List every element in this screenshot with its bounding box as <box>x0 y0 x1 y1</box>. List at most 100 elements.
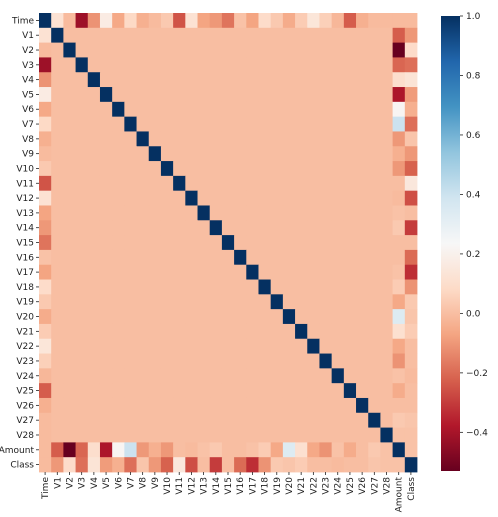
heatmap-cell-Time-V8 <box>136 13 150 29</box>
heatmap-cell-V3-V15 <box>221 57 235 73</box>
heatmap-cell-V15-V4 <box>87 235 101 251</box>
heatmap-cell-V16-V25 <box>343 249 357 266</box>
heatmap-cell-V27-V26 <box>356 412 369 428</box>
heatmap-cell-V11-V1 <box>51 175 64 192</box>
heatmap-cell-V16-V4 <box>87 249 101 266</box>
heatmap-cell-V23-V24 <box>331 353 345 369</box>
heatmap-cell-V20-V13 <box>197 309 211 325</box>
heatmap-cell-V6-V18 <box>258 101 272 118</box>
heatmap-cell-V6-V22 <box>307 101 320 118</box>
heatmap-cell-Amount-V22 <box>307 442 320 458</box>
heatmap-cell-V3-V28 <box>380 57 394 73</box>
heatmap-cell-V6-V5 <box>99 101 113 118</box>
heatmap-cell-V24-V9 <box>148 368 162 384</box>
heatmap-cell-V24-V2 <box>63 368 76 384</box>
heatmap-cell-V22-V20 <box>282 338 296 354</box>
heatmap-cell-V13-V13 <box>197 205 211 221</box>
heatmap-cell-V15-V8 <box>136 235 150 251</box>
heatmap-cell-V14-V23 <box>319 220 333 236</box>
heatmap-cell-V4-Class <box>404 72 418 88</box>
heatmap-cell-V23-V1 <box>51 353 64 369</box>
heatmap-cell-V25-V3 <box>75 383 89 399</box>
heatmap-cell-V11-V10 <box>160 175 174 192</box>
heatmap-cell-V18-V14 <box>209 279 223 295</box>
y-tick-label-V16: V16 <box>16 253 34 263</box>
heatmap-cell-V19-V15 <box>221 294 235 310</box>
x-tick-label-V16: V16 <box>236 477 246 495</box>
heatmap-cell-V9-V10 <box>160 146 174 162</box>
heatmap-cell-V1-Class <box>404 27 418 44</box>
heatmap-cell-V22-V19 <box>270 338 284 354</box>
y-tick-label-V21: V21 <box>16 327 34 337</box>
x-tick-label-V23: V23 <box>322 477 332 495</box>
heatmap-cell-V18-V1 <box>51 279 64 295</box>
heatmap-cell-V22-V24 <box>331 338 345 354</box>
heatmap-cell-V12-V28 <box>380 190 394 206</box>
heatmap-cell-V17-V3 <box>75 264 89 280</box>
heatmap-cell-V22-V16 <box>234 338 247 354</box>
heatmap-cell-V15-V9 <box>148 235 162 251</box>
heatmap-cell-V3-V5 <box>99 57 113 73</box>
heatmap-cell-Time-V23 <box>319 13 333 29</box>
x-tick-label-V3: V3 <box>78 477 88 489</box>
heatmap-cell-V28-V23 <box>319 427 333 443</box>
heatmap-cell-V19-V23 <box>319 294 333 310</box>
heatmap-cell-V26-V6 <box>112 397 125 414</box>
heatmap-cell-V1-V4 <box>87 27 101 44</box>
heatmap-cell-V8-V14 <box>209 131 223 147</box>
heatmap-cell-V18-V9 <box>148 279 162 295</box>
heatmap-cell-V18-V11 <box>173 279 186 295</box>
y-tick-label-V2: V2 <box>22 46 34 56</box>
heatmap-cell-Time-V12 <box>185 13 198 29</box>
heatmap-cell-V26-V17 <box>246 397 259 414</box>
heatmap-cell-V28-V26 <box>356 427 369 443</box>
heatmap-cell-V8-V11 <box>173 131 186 147</box>
heatmap-cell-V14-V24 <box>331 220 345 236</box>
heatmap-cell-V4-V17 <box>246 72 259 88</box>
heatmap-cell-V1-V13 <box>197 27 211 44</box>
heatmap-cell-V2-V17 <box>246 42 259 58</box>
heatmap-cell-V4-V19 <box>270 72 284 88</box>
heatmap-cell-V15-V18 <box>258 235 272 251</box>
heatmap-cell-V24-V19 <box>270 368 284 384</box>
heatmap-cell-V25-V6 <box>112 383 125 399</box>
heatmap-cell-V11-V7 <box>124 175 137 192</box>
heatmap-cell-V17-Class <box>404 264 418 280</box>
heatmap-cell-V28-V27 <box>368 427 381 443</box>
heatmap-cell-V12-V18 <box>258 190 272 206</box>
heatmap-cell-V16-V9 <box>148 249 162 266</box>
heatmap-cell-V10-V27 <box>368 161 381 177</box>
heatmap-cell-V2-V25 <box>343 42 357 58</box>
heatmap-cell-V28-V19 <box>270 427 284 443</box>
heatmap-cell-Amount-V2 <box>63 442 76 458</box>
heatmap-cell-V17-V2 <box>63 264 76 280</box>
y-tick-label-V12: V12 <box>16 194 34 204</box>
heatmap-cell-V16-V3 <box>75 249 89 266</box>
heatmap-cell-V7-V1 <box>51 116 64 132</box>
heatmap-cell-Class-V27 <box>368 457 381 473</box>
y-tick-label-V14: V14 <box>16 224 34 234</box>
heatmap-cell-V28-V1 <box>51 427 64 443</box>
heatmap-cell-V17-V14 <box>209 264 223 280</box>
heatmap-cell-V8-V6 <box>112 131 125 147</box>
heatmap-cell-V23-Time <box>39 353 52 369</box>
heatmap-cell-V18-V8 <box>136 279 150 295</box>
heatmap-cell-V21-V11 <box>173 323 186 340</box>
heatmap-cell-V27-V9 <box>148 412 162 428</box>
heatmap-cell-V17-V21 <box>295 264 308 280</box>
heatmap-cell-V20-V14 <box>209 309 223 325</box>
heatmap-cell-Class-Class <box>404 457 418 473</box>
heatmap-cell-V17-V16 <box>234 264 247 280</box>
heatmap-cell-V5-V8 <box>136 87 150 103</box>
heatmap-cell-V6-V1 <box>51 101 64 118</box>
heatmap-cell-V4-V18 <box>258 72 272 88</box>
heatmap-cell-V22-Class <box>404 338 418 354</box>
heatmap-cell-V26-V15 <box>221 397 235 414</box>
heatmap-cell-V20-V24 <box>331 309 345 325</box>
heatmap-cell-V19-V20 <box>282 294 296 310</box>
heatmap-cell-V8-Time <box>39 131 52 147</box>
heatmap-cell-Time-Class <box>404 13 418 29</box>
heatmap-cell-V1-V16 <box>234 27 247 44</box>
heatmap-cell-V8-V5 <box>99 131 113 147</box>
x-tick-label-Time: Time <box>41 477 51 500</box>
